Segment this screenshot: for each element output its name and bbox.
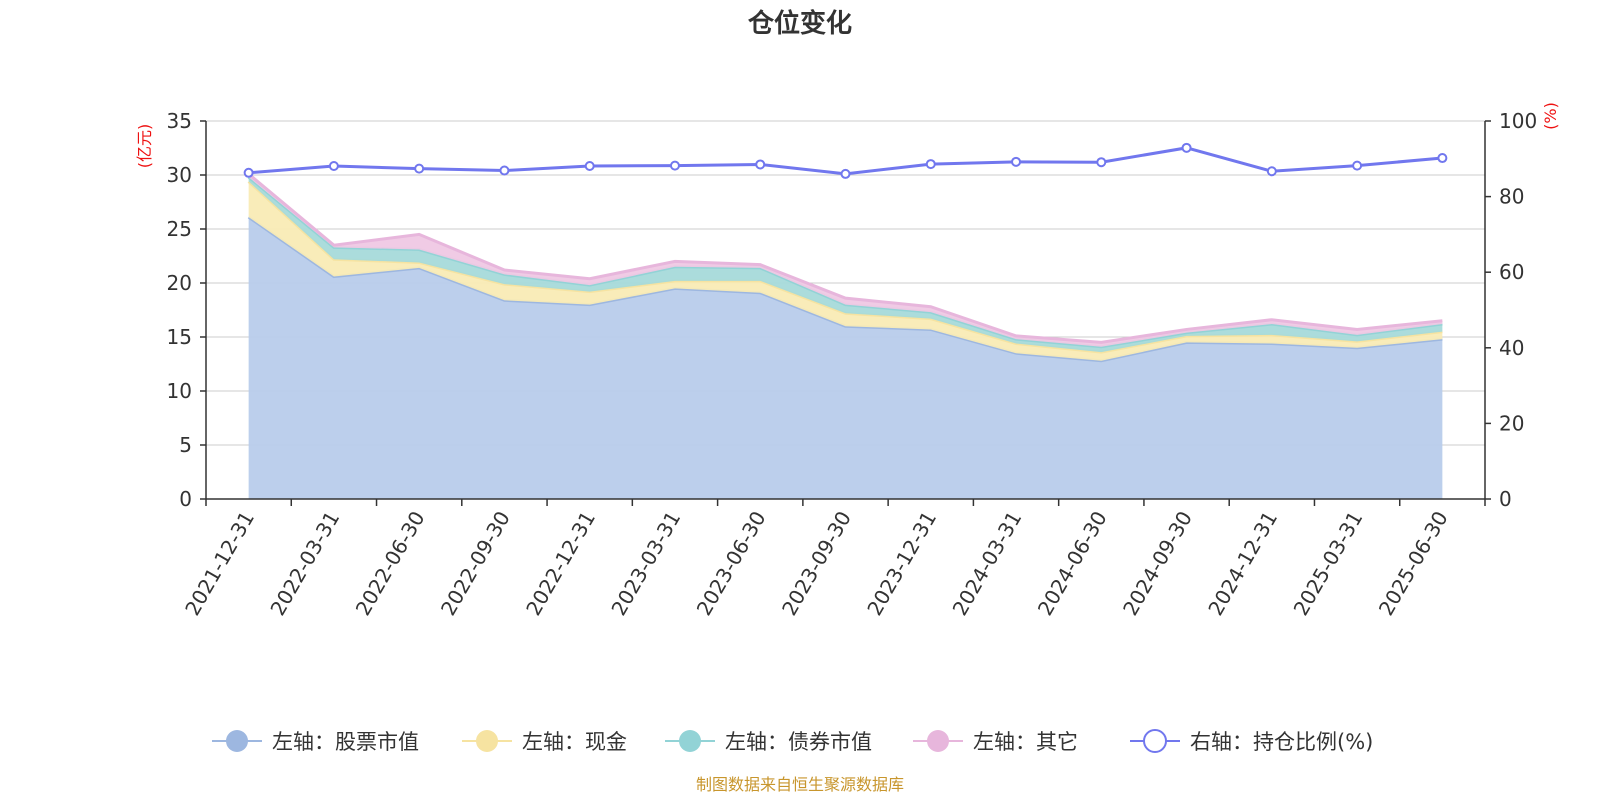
x-tick-label: 2021-12-31	[180, 507, 259, 620]
legend: 左轴：股票市值 左轴：现金 左轴：债券市值 左轴：其它 右轴：持仓比例(%)	[212, 729, 1373, 754]
legend-label: 右轴：持仓比例(%)	[1190, 730, 1373, 754]
right-tick-label: 20	[1499, 411, 1524, 435]
stacked-areas	[247, 172, 1443, 499]
right-tick-label: 100	[1499, 109, 1537, 133]
holding-ratio-line	[243, 142, 1448, 179]
legend-label: 左轴：其它	[973, 730, 1078, 754]
right-tick-label: 80	[1499, 185, 1524, 209]
legend-label: 左轴：现金	[522, 730, 627, 754]
ratio-point	[243, 167, 254, 178]
legend-marker	[679, 730, 701, 752]
left-tick-label: 30	[167, 163, 192, 187]
right-tick-label: 0	[1499, 487, 1512, 511]
legend-marker	[226, 730, 248, 752]
x-tick-label: 2023-06-30	[692, 507, 771, 620]
x-tick-label: 2024-03-31	[948, 507, 1027, 620]
ratio-point	[925, 159, 936, 170]
x-tick-label: 2024-06-30	[1033, 507, 1112, 620]
left-tick-label: 5	[179, 433, 192, 457]
ratio-point	[584, 160, 595, 171]
ratio-point	[414, 163, 425, 174]
ratio-point	[328, 160, 339, 171]
legend-marker	[1143, 729, 1167, 753]
left-axis-unit: (亿元)	[135, 124, 154, 169]
area-edge-左轴：其它	[247, 172, 1443, 344]
left-tick-label: 35	[167, 109, 192, 133]
right-tick-label: 60	[1499, 260, 1524, 284]
left-tick-label: 20	[167, 271, 192, 295]
x-tick-label: 2023-12-31	[862, 507, 941, 620]
x-tick-label: 2024-12-31	[1203, 507, 1282, 620]
left-tick-label: 0	[179, 487, 192, 511]
ratio-point	[755, 159, 766, 170]
left-tick-label: 25	[167, 217, 192, 241]
x-tick-label: 2024-09-30	[1118, 507, 1197, 620]
ratio-point	[1011, 156, 1022, 167]
x-tick-label: 2025-03-31	[1289, 507, 1368, 620]
area-左轴：其它	[248, 173, 1443, 347]
x-tick-label: 2023-03-31	[606, 507, 685, 620]
left-tick-label: 15	[167, 325, 192, 349]
x-tick-label: 2022-06-30	[351, 507, 430, 620]
area-左轴：股票市值	[248, 217, 1443, 499]
legend-label: 左轴：债券市值	[725, 730, 872, 754]
area-左轴：现金	[248, 181, 1443, 361]
left-tick-label: 10	[167, 379, 192, 403]
chart-title: 仓位变化	[747, 8, 852, 39]
ratio-point	[499, 165, 510, 176]
x-tick-label: 2025-06-30	[1374, 507, 1453, 620]
legend-marker	[927, 730, 949, 752]
ratio-point	[1437, 153, 1448, 164]
ratio-point	[1352, 160, 1363, 171]
area-左轴：债券市值	[248, 177, 1443, 353]
legend-marker	[476, 730, 498, 752]
x-tick-label: 2022-03-31	[265, 507, 344, 620]
x-tick-label: 2022-09-30	[436, 507, 515, 620]
ratio-point	[1181, 142, 1192, 153]
x-tick-label: 2022-12-31	[521, 507, 600, 620]
ratio-point	[1266, 166, 1277, 177]
ratio-point	[1096, 157, 1107, 168]
ratio-point	[669, 160, 680, 171]
data-source-note: 制图数据来自恒生聚源数据库	[696, 775, 904, 794]
right-tick-label: 40	[1499, 336, 1524, 360]
ratio-point	[840, 168, 851, 179]
legend-label: 左轴：股票市值	[272, 730, 419, 754]
x-tick-label: 2023-09-30	[777, 507, 856, 620]
right-axis-unit: (%)	[1541, 102, 1560, 130]
